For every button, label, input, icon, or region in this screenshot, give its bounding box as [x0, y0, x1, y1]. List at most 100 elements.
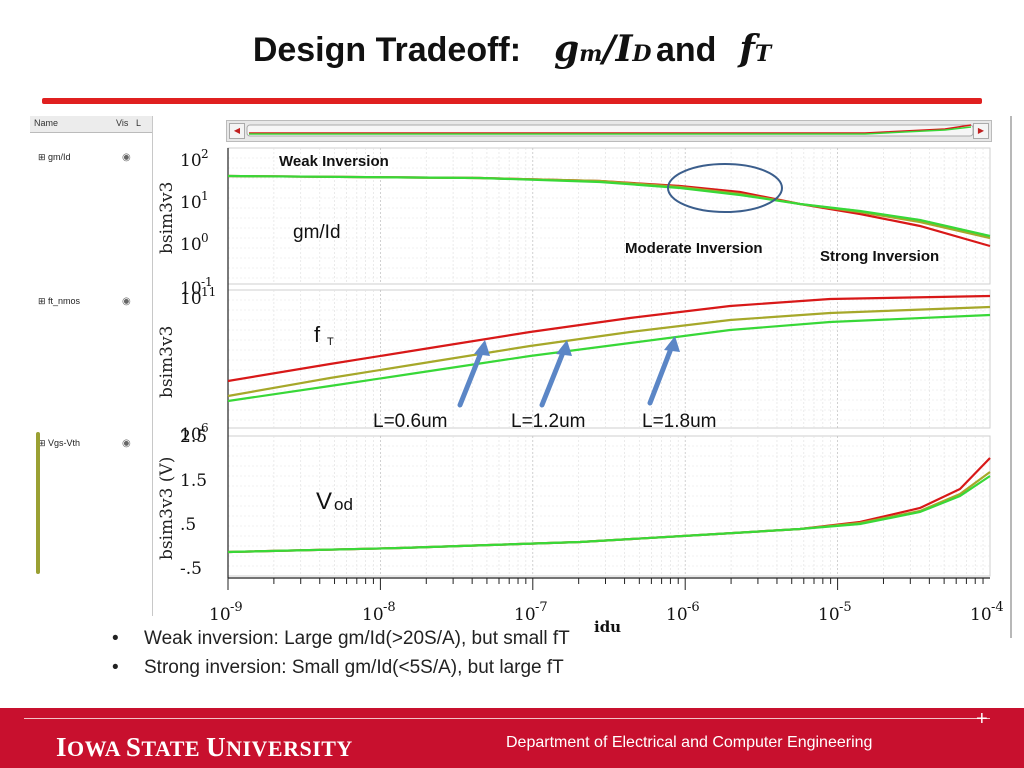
- vod-label-sub: od: [334, 495, 353, 514]
- scroll-left-icon[interactable]: ◀: [229, 123, 245, 139]
- tick-label: 1.5: [180, 471, 207, 491]
- wordmark-part: OWA: [67, 736, 120, 761]
- title-ft-sub: T: [754, 41, 772, 67]
- xtick-exp: -5: [839, 600, 852, 615]
- tick-label: 2.5: [180, 427, 207, 447]
- plus-icon: +: [976, 708, 988, 730]
- gmid-label: gm/Id: [293, 222, 341, 243]
- tree-header-vis: Vis: [116, 118, 129, 128]
- ylabel-panel-1: bsim3v3: [157, 182, 177, 254]
- gmid-curve-green: [227, 174, 991, 238]
- panel-1-ticks: 10 2 10 1 10 0 10 -1: [180, 147, 213, 299]
- title-and: and: [655, 31, 717, 69]
- ylabel-panel-3: bsim3v3 (V): [157, 457, 177, 560]
- length-label-2: L=1.2um: [511, 411, 585, 432]
- xtick-label: 10: [209, 605, 231, 625]
- length-arrows: [457, 336, 680, 408]
- xtick-label: 10: [970, 605, 992, 625]
- xtick-label: 10: [362, 605, 384, 625]
- ft-curve-red: [227, 294, 991, 383]
- title-id: I: [615, 28, 633, 70]
- footer-bar: + IOWA STATE UNIVERSITY Department of El…: [0, 708, 1024, 768]
- x-ticks: 10 -9 10 -8 10 -7 10 -6 10 -5 10 -4 idu: [209, 600, 1004, 636]
- horizontal-scrollbar[interactable]: ◀ ▶: [226, 120, 992, 142]
- slide-title: Design Tradeoff: gm/ID and fT: [0, 28, 1024, 70]
- tick-exp: 1: [201, 189, 209, 203]
- panel-2-ticks: 10 11 10 6: [180, 285, 216, 445]
- xtick-label: 10: [818, 605, 840, 625]
- ft-label-sub: T: [327, 336, 334, 348]
- moderate-region-ellipse: [667, 163, 783, 213]
- ft-label: f: [314, 322, 321, 347]
- tick-exp: 0: [201, 231, 209, 245]
- length-label-1: L=0.6um: [373, 411, 447, 432]
- tick-label: 10: [180, 289, 202, 309]
- wordmark-part: U: [206, 732, 227, 762]
- signal-tree-panel: Name Vis L ⊞ gm/Id ◉ ⊞ ft_nmos ◉ ⊞ Vgs-V…: [30, 116, 153, 616]
- scroll-thumb[interactable]: [245, 121, 975, 141]
- ft-curve-green: [227, 313, 991, 403]
- tick-label: 10: [180, 193, 202, 213]
- title-slash: /: [602, 28, 616, 70]
- title-ft: f: [739, 28, 755, 70]
- tick-label: 10: [180, 235, 202, 255]
- xtick-exp: -7: [535, 600, 548, 615]
- xtick-exp: -9: [230, 600, 243, 615]
- length-label-3: L=1.8um: [642, 411, 716, 432]
- tree-item-gmid[interactable]: ⊞ gm/Id: [38, 152, 71, 162]
- tick-exp: 6: [201, 421, 209, 435]
- bullet-list: Weak inversion: Large gm/Id(>20S/A), but…: [112, 628, 570, 686]
- xtick-exp: -8: [383, 600, 396, 615]
- tree-header-l: L: [136, 118, 142, 128]
- eye-icon[interactable]: ◉: [122, 152, 131, 163]
- annotations: Weak Inversion Moderate Inversion Strong…: [279, 153, 939, 515]
- department-name: Department of Electrical and Computer En…: [506, 734, 873, 751]
- xlabel: idu: [594, 618, 621, 636]
- tick-exp: 2: [201, 147, 209, 161]
- tick-exp: 11: [201, 285, 216, 299]
- title-text: Design Tradeoff:: [252, 31, 522, 69]
- tree-item-vgsvth[interactable]: ⊞ Vgs-Vth: [38, 438, 81, 448]
- strong-inversion-label: Strong Inversion: [820, 248, 939, 265]
- tree-item-label: Vgs-Vth: [48, 438, 81, 448]
- eye-icon[interactable]: ◉: [122, 438, 131, 449]
- scroll-right-icon[interactable]: ▶: [973, 123, 989, 139]
- xtick-exp: -6: [687, 600, 700, 615]
- bullet-weak: Weak inversion: Large gm/Id(>20S/A), but…: [112, 628, 570, 650]
- wordmark-part: I: [56, 732, 68, 762]
- tick-label: -.5: [180, 559, 202, 579]
- xtick-exp: -4: [991, 600, 1004, 615]
- tree-item-label: gm/Id: [48, 152, 71, 162]
- ft-curve-olive: [227, 305, 991, 398]
- title-gm-sub: m: [579, 41, 603, 67]
- weak-inversion-label: Weak Inversion: [279, 153, 389, 170]
- tick-exp: -1: [201, 275, 213, 289]
- tick-label: 10: [180, 151, 202, 171]
- university-wordmark: IOWA STATE UNIVERSITY: [56, 732, 353, 763]
- tree-item-ftnmos[interactable]: ⊞ ft_nmos: [38, 296, 81, 306]
- title-underline: [42, 98, 982, 104]
- wordmark-part: NIVERSITY: [226, 736, 353, 761]
- tick-label: 10: [180, 425, 202, 445]
- panel-1-grid: [227, 147, 991, 285]
- tree-header-name: Name: [34, 118, 59, 128]
- bullet-strong: Strong inversion: Small gm/Id(<5S/A), bu…: [112, 657, 570, 679]
- panel-3-ticks: 2.5 1.5 .5 -.5: [180, 427, 207, 579]
- vod-label: V: [316, 488, 332, 515]
- tick-label: 10: [180, 279, 202, 299]
- tree-header: Name Vis L: [30, 116, 152, 133]
- footer-divider: [24, 718, 990, 719]
- vod-curve-green: [227, 475, 991, 554]
- selection-bar: [36, 432, 40, 574]
- wordmark-part: S: [125, 732, 142, 762]
- xtick-label: 10: [666, 605, 688, 625]
- ylabel-panel-2: bsim3v3: [157, 326, 177, 398]
- moderate-inversion-label: Moderate Inversion: [625, 240, 763, 257]
- tick-label: .5: [180, 515, 196, 535]
- xtick-label: 10: [514, 605, 536, 625]
- title-gm: g: [553, 28, 580, 70]
- eye-icon[interactable]: ◉: [122, 296, 131, 307]
- wordmark-part: TATE: [141, 736, 201, 761]
- tree-item-label: ft_nmos: [48, 296, 81, 306]
- title-id-sub: D: [632, 41, 652, 67]
